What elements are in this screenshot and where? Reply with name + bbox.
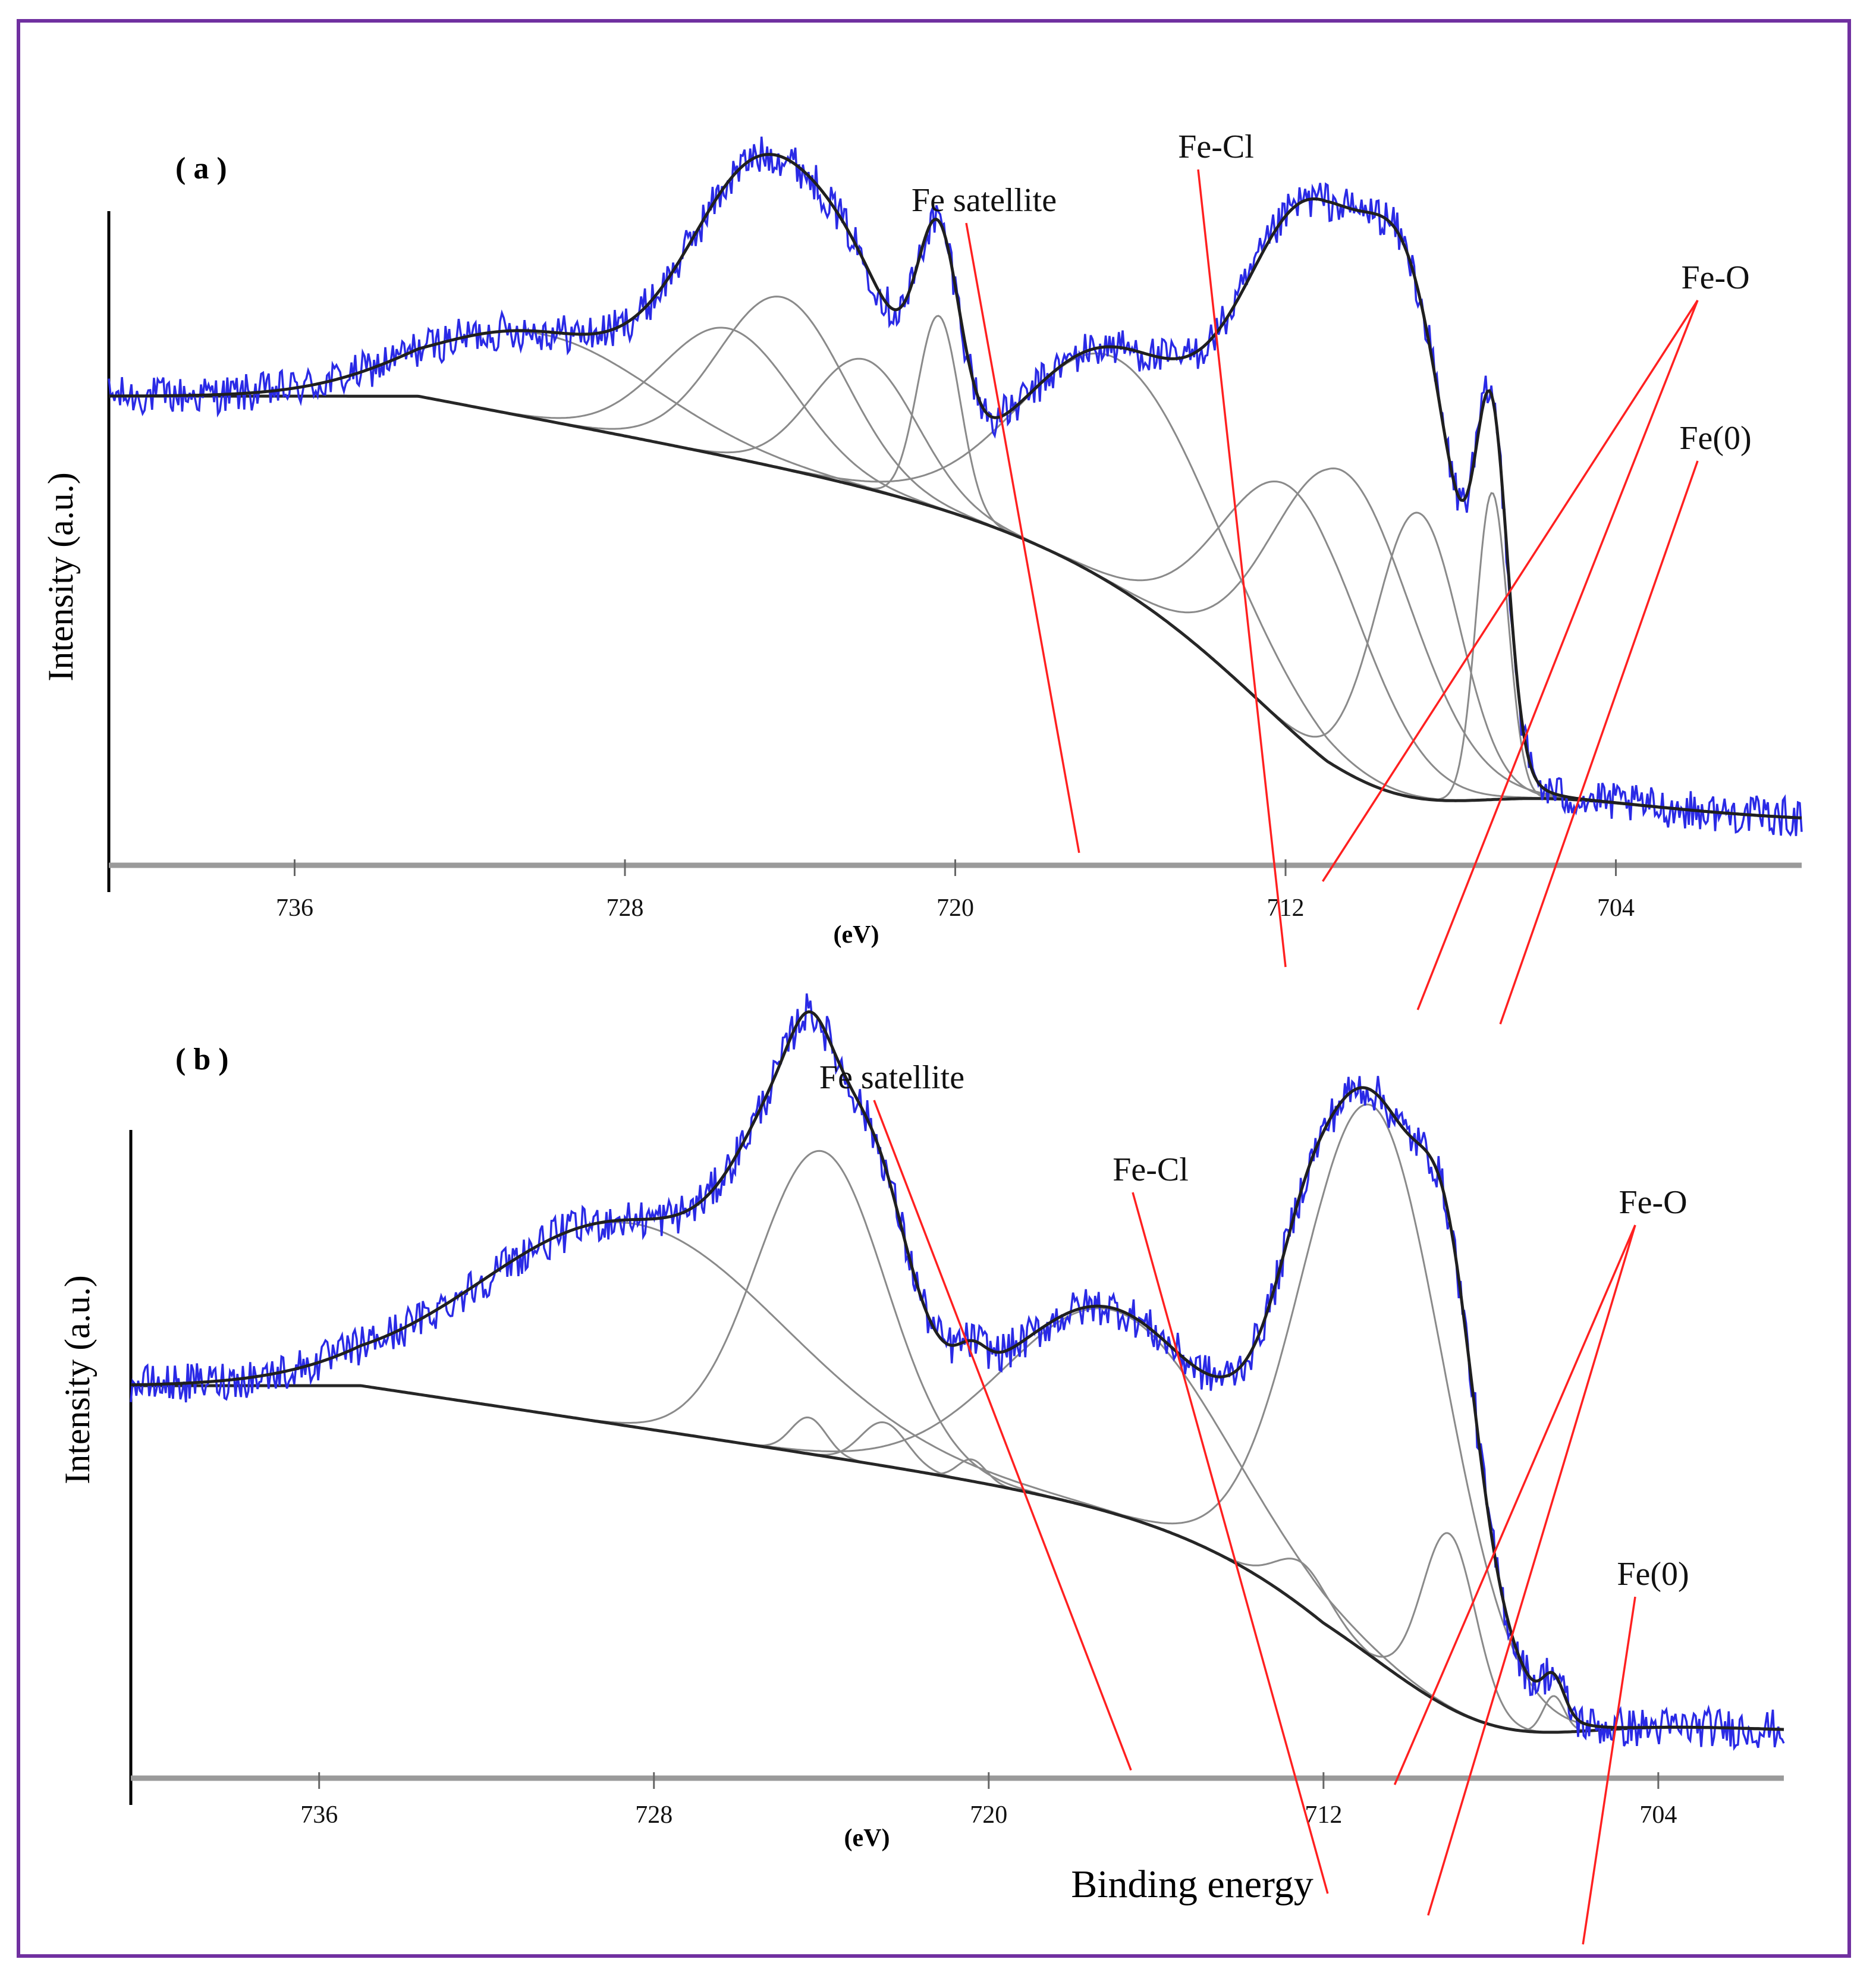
plot-curves-a <box>108 136 1803 837</box>
annotation-label: Fe-Cl <box>1178 128 1254 165</box>
annotation-leader <box>1416 300 1699 1010</box>
annotation-leader <box>1197 169 1287 968</box>
figure-x-axis-label: Binding energy <box>1071 1863 1313 1906</box>
annotation-label: Fe-O <box>1619 1184 1687 1221</box>
x-tick-label: 728 <box>606 894 643 922</box>
raw-spectrum <box>108 136 1803 837</box>
x-tick-label: 704 <box>1597 894 1635 922</box>
fit-component-satellite-4 <box>109 357 1802 819</box>
annotation-leader <box>873 1100 1132 1771</box>
background-curve <box>131 1384 1784 1734</box>
annotation-leader <box>1499 460 1699 1025</box>
x-tick-label: 720 <box>937 894 974 922</box>
x-tick-label: 720 <box>970 1801 1007 1829</box>
annotation-label: Fe-O <box>1681 259 1749 296</box>
x-axis-ticks-b: 736 728 720 712 704 <box>129 1130 1784 1829</box>
figure-frame <box>17 19 1851 1958</box>
fit-component-fe-cl <box>109 395 1802 819</box>
annotation-leader <box>1427 1225 1636 1916</box>
annotation-label: Fe(0) <box>1617 1556 1689 1593</box>
x-tick-label: 712 <box>1267 894 1305 922</box>
annotation-label: Fe satellite <box>819 1059 964 1096</box>
fit-component-fe-satellite <box>109 352 1802 819</box>
x-unit-label-b: (eV) <box>844 1825 890 1852</box>
fit-envelope <box>131 1010 1784 1731</box>
fit-component-satellite-1 <box>109 330 1802 819</box>
annotations-a: Fe satellite Fe-Cl Fe-O Fe(0) <box>912 128 1752 1025</box>
background-curve <box>109 394 1802 820</box>
annotations-b: Fe satellite Fe-Cl Fe-O Fe(0) <box>819 1059 1689 1945</box>
fit-component-fe-o-1- <box>131 1103 1784 1731</box>
annotation-leader <box>1582 1596 1636 1945</box>
plot-curves-b <box>130 993 1785 1751</box>
x-tick-label: 712 <box>1305 1801 1342 1829</box>
panel-a: ( a ) Intensity (a.u.) (eV) 736 728 720 712… <box>41 128 1803 1025</box>
raw-spectrum <box>130 993 1785 1751</box>
fit-component-fe-satellite <box>131 1307 1784 1734</box>
y-axis-label-b: Intensity (a.u.) <box>58 1275 97 1484</box>
fit-component-fe-o-1- <box>109 395 1802 819</box>
annotation-label: Fe(0) <box>1679 420 1751 457</box>
fit-component-fe-0- <box>109 395 1802 819</box>
y-axis-label-a: Intensity (a.u.) <box>41 472 80 682</box>
annotation-leader <box>1132 1192 1329 1894</box>
x-unit-label-a: (eV) <box>834 921 879 949</box>
fit-component-satellite-5 <box>109 315 1802 819</box>
annotation-label: Fe-Cl <box>1113 1151 1189 1188</box>
x-axis-ticks-a: 736 728 720 712 704 <box>107 211 1802 922</box>
panel-label-a: ( a ) <box>175 152 227 186</box>
x-tick-label: 736 <box>300 1801 338 1829</box>
fit-envelope <box>109 153 1802 820</box>
annotation-leader <box>1393 1225 1636 1785</box>
annotation-leader <box>1322 300 1699 882</box>
fit-component-satellite-2 <box>131 1150 1784 1734</box>
x-tick-label: 728 <box>635 1801 673 1829</box>
panel-label-b: ( b ) <box>175 1043 229 1076</box>
x-tick-label: 704 <box>1639 1801 1677 1829</box>
fit-component-fe-o-2- <box>109 395 1802 819</box>
annotation-leader <box>965 222 1080 853</box>
fit-component-satellite-2 <box>109 326 1802 819</box>
annotation-label: Fe satellite <box>912 182 1057 219</box>
x-tick-label: 736 <box>276 894 313 922</box>
panel-b: ( b ) Intensity (a.u.) (eV) 736 728 720 712… <box>58 993 1785 1945</box>
